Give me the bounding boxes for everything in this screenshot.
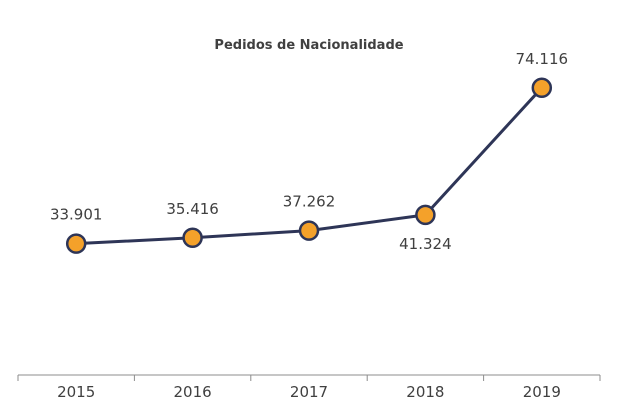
data-point	[298, 220, 320, 241]
data-point	[531, 77, 553, 99]
series-line	[76, 86, 543, 246]
data-label: 74.116	[516, 50, 569, 68]
data-label: 41.324	[399, 235, 452, 253]
x-tick-label: 2019	[523, 383, 561, 401]
data-point	[415, 204, 436, 226]
data-label: 35.416	[166, 200, 219, 218]
data-label: 33.901	[50, 206, 103, 224]
data-point	[65, 233, 87, 254]
chart-title: Pedidos de Nacionalidade	[214, 38, 403, 53]
x-tick-label: 2018	[406, 383, 444, 401]
x-tick-label: 2017	[290, 383, 328, 401]
x-tick-label: 2015	[57, 383, 95, 401]
data-label: 37.262	[283, 193, 336, 211]
x-tick-label: 2016	[174, 383, 212, 401]
data-point	[182, 227, 203, 249]
